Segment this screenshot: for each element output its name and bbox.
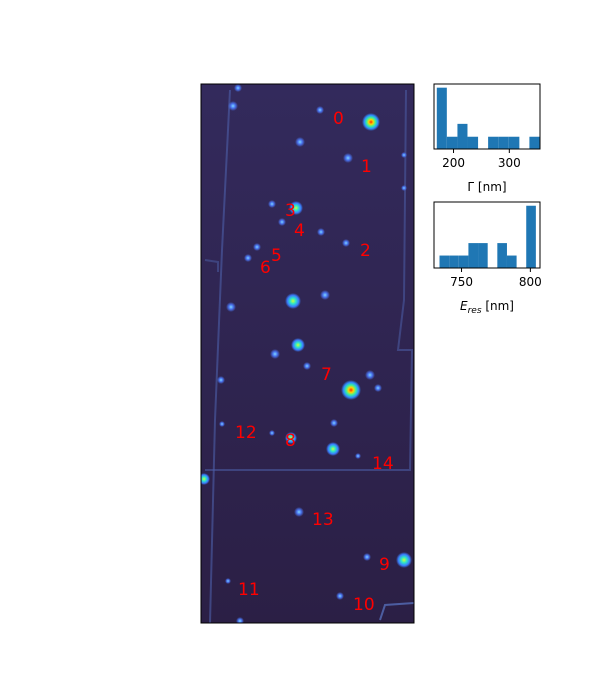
- peak-label-9: 9: [379, 555, 390, 575]
- dim-spot: [316, 106, 324, 114]
- peak-label-4: 4: [294, 221, 305, 241]
- faint-structure-bottom: [379, 602, 414, 621]
- peak-label-7: 7: [321, 365, 332, 385]
- gamma-histogram: 200 300 Γ [nm]: [433, 83, 541, 194]
- eres-histogram-x-tick-label: 750: [450, 275, 473, 289]
- eres-histogram-x-tick-label: 800: [519, 275, 542, 289]
- dim-spot: [355, 453, 361, 459]
- dim-spot: [270, 349, 280, 359]
- gamma-histogram-xlabel: Γ [nm]: [467, 180, 506, 194]
- dim-spot: [226, 302, 236, 312]
- faint-structure-mid: [204, 259, 219, 272]
- gamma-histogram-x-tick-label: 200: [442, 156, 465, 170]
- eres-histogram-x-ticks: 750 800: [450, 268, 542, 289]
- dim-spot: [317, 228, 325, 236]
- dim-spot: [236, 617, 244, 623]
- faint-structure-left: [209, 89, 231, 623]
- bright-spot: [341, 380, 361, 400]
- dim-spot: [269, 430, 275, 436]
- dim-spot: [219, 421, 225, 427]
- eres-histogram-bar: [478, 243, 488, 268]
- bright-spot: [201, 473, 210, 485]
- gamma-histogram-bars: [436, 87, 540, 149]
- peak-label-6: 6: [260, 258, 271, 278]
- eres-histogram: 750 800 Eres [nm]: [433, 201, 542, 316]
- dim-spot: [401, 152, 407, 158]
- bright-spot: [396, 552, 412, 568]
- peak-label-8: 8: [285, 431, 296, 451]
- gamma-histogram-bar: [498, 136, 509, 149]
- peak-label-11: 11: [238, 580, 260, 600]
- peak-label-14: 14: [372, 454, 394, 474]
- dim-spot: [374, 384, 382, 392]
- dim-spot: [278, 218, 286, 226]
- dim-spot: [234, 84, 242, 92]
- fluorescence-image: 0 1 3 4 2 5 6 7 12 8 14 13 9 11 10: [200, 83, 415, 624]
- bright-spot: [362, 113, 380, 131]
- peak-label-13: 13: [312, 510, 334, 530]
- eres-xlabel-sub: res: [468, 306, 482, 316]
- image-content: [201, 84, 414, 623]
- dim-spot: [294, 507, 304, 517]
- dim-spot: [320, 290, 330, 300]
- faint-structure-right: [205, 89, 414, 471]
- bright-spot: [289, 201, 303, 215]
- peak-label-10: 10: [353, 595, 375, 615]
- bright-spot: [291, 338, 305, 352]
- image-background: [201, 84, 414, 623]
- peak-label-1: 1: [361, 157, 372, 177]
- dim-spot: [225, 578, 231, 584]
- bright-spot: [326, 442, 340, 456]
- dim-spot: [336, 592, 344, 600]
- dim-spot: [303, 362, 311, 370]
- eres-histogram-bar: [458, 255, 469, 268]
- dim-spot: [228, 101, 238, 111]
- gamma-histogram-bar: [436, 87, 447, 149]
- eres-histogram-bar: [468, 243, 479, 268]
- eres-histogram-bar: [439, 255, 450, 268]
- bright-spot: [285, 432, 297, 444]
- peak-label-5: 5: [271, 246, 282, 266]
- eres-histogram-frame: [433, 201, 541, 269]
- dim-spot: [253, 243, 261, 251]
- eres-histogram-bar: [526, 205, 536, 268]
- image-frame: [200, 83, 415, 624]
- dim-spot: [342, 239, 350, 247]
- dim-spot: [363, 553, 371, 561]
- dim-spot: [365, 370, 375, 380]
- peak-label-12: 12: [235, 423, 257, 443]
- bright-spot: [285, 293, 301, 309]
- eres-histogram-bar: [506, 255, 517, 268]
- dim-spot: [217, 376, 225, 384]
- gamma-histogram-frame: [433, 83, 541, 150]
- gamma-histogram-bar: [508, 136, 520, 149]
- gamma-histogram-bar: [488, 136, 499, 149]
- gamma-histogram-bar: [446, 136, 458, 149]
- eres-histogram-bar: [449, 255, 459, 268]
- dim-spot: [330, 419, 338, 427]
- gamma-histogram-bar: [529, 136, 540, 149]
- dim-spot: [244, 254, 252, 262]
- eres-histogram-xlabel: Eres [nm]: [460, 299, 514, 316]
- dim-spot: [343, 153, 353, 163]
- eres-histogram-bar: [497, 243, 507, 268]
- gamma-histogram-bar: [457, 123, 468, 149]
- gamma-histogram-x-tick-label: 300: [498, 156, 521, 170]
- peak-label-3: 3: [285, 201, 296, 221]
- eres-histogram-bars: [439, 205, 536, 268]
- peak-label-0: 0: [333, 109, 344, 129]
- eres-xlabel-main: E: [460, 299, 468, 313]
- dim-spot: [401, 185, 407, 191]
- eres-xlabel-unit: [nm]: [482, 299, 514, 313]
- gamma-histogram-x-ticks: 200 300: [442, 149, 521, 170]
- gamma-histogram-bar: [467, 136, 479, 149]
- peak-label-2: 2: [360, 241, 371, 261]
- dim-spot: [295, 137, 305, 147]
- dim-spot: [268, 200, 276, 208]
